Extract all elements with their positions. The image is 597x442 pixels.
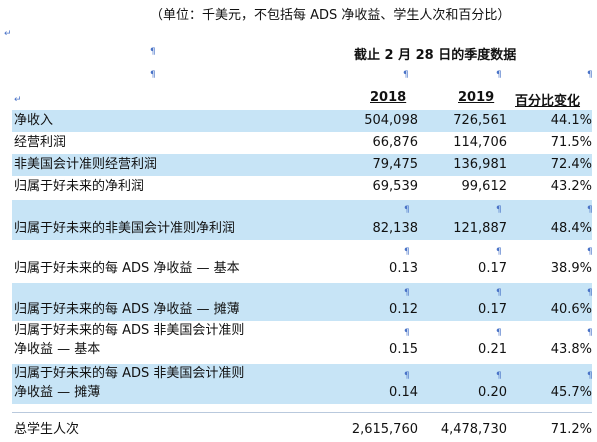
percent-change: 38.9%: [550, 261, 592, 276]
percent-change: 43.8%: [550, 342, 592, 357]
value-2018: 504,098: [364, 113, 418, 128]
value-2018: 0.14: [389, 385, 418, 400]
value-2018: 66,876: [372, 135, 419, 150]
value-2018: 0.15: [389, 342, 418, 357]
percent-change: 45.7%: [550, 385, 592, 400]
table-row: ¶ ¶ ¶ 归属于好未来的每 ADS 净收益 — 基本 0.13 0.17 38…: [12, 242, 593, 280]
anchor-mark-icon: ¶: [496, 371, 502, 381]
table-row: 非美国会计准则经营利润 79,475 136,981 72.4%: [12, 154, 592, 176]
anchor-mark-icon: ¶: [404, 371, 410, 381]
value-2019: 0.17: [478, 302, 507, 317]
anchor-mark-icon: ¶: [587, 328, 593, 338]
anchor-mark-icon: ¶: [150, 47, 156, 57]
anchor-mark-icon: ¶: [587, 205, 593, 215]
row-label: 经营利润: [14, 135, 67, 150]
value-2019: 726,561: [453, 113, 507, 128]
row-label: 归属于好未来的每 ADS 净收益 — 基本: [14, 261, 240, 276]
value-2019: 99,612: [461, 179, 508, 194]
value-2018: 82,138: [372, 221, 419, 236]
column-header-percent-change: 百分比变化: [515, 94, 581, 109]
table-row: ¶ ¶ ¶ 归属于好未来的非美国会计准则净利润 82,138 121,887 4…: [12, 200, 593, 240]
anchor-mark-icon: ¶: [404, 205, 410, 215]
anchor-mark-icon: ¶: [587, 371, 593, 381]
anchor-mark-icon: ¶: [150, 70, 156, 80]
table-row: ¶ ¶ ¶ 归属于好未来的每 ADS 非美国会计准则 净收益 — 基本 0.15…: [12, 321, 593, 361]
value-2018: 0.12: [389, 302, 418, 317]
anchor-mark-icon: ¶: [496, 288, 502, 298]
anchor-mark-icon: ¶: [587, 288, 593, 298]
row-label: 非美国会计准则经营利润: [14, 157, 158, 172]
row-label-line1: 归属于好未来的每 ADS 非美国会计准则: [14, 366, 245, 381]
column-header-2018: 2018: [370, 90, 407, 105]
value-2018: 2,615,760: [351, 422, 418, 437]
percent-change: 44.1%: [550, 113, 592, 128]
value-2019: 0.20: [478, 385, 507, 400]
anchor-mark-icon: ¶: [496, 328, 502, 338]
value-2018: 79,475: [372, 157, 419, 172]
row-label-line2: 净收益 — 基本: [14, 342, 101, 357]
anchor-mark-icon: ¶: [496, 70, 502, 80]
anchor-mark-icon: ¶: [404, 288, 410, 298]
value-2019: 0.17: [478, 261, 507, 276]
table-row: ¶ ¶ ¶ 归属于好未来的每 ADS 净收益 — 摊薄 0.12 0.17 40…: [12, 283, 593, 321]
value-2019: 136,981: [453, 157, 507, 172]
table-row: ¶ ¶ ¶ 归属于好未来的每 ADS 非美国会计准则 净收益 — 摊薄 0.14…: [12, 364, 593, 404]
row-label: 归属于好未来的每 ADS 净收益 — 摊薄: [14, 302, 240, 317]
anchor-mark-icon: ¶: [587, 247, 593, 257]
paragraph-mark-icon: ↵: [4, 29, 12, 39]
value-2019: 0.21: [478, 342, 507, 357]
percent-change: 71.2%: [550, 422, 592, 437]
percent-change: 40.6%: [550, 302, 592, 317]
anchor-mark-icon: ¶: [404, 247, 410, 257]
row-label: 总学生人次: [14, 422, 80, 437]
anchor-mark-icon: ¶: [496, 205, 502, 215]
anchor-mark-icon: ¶: [404, 328, 410, 338]
value-2019: 4,478,730: [440, 422, 507, 437]
row-label-line2: 净收益 — 摊薄: [14, 385, 101, 400]
unit-note: （单位：千美元，不包括每 ADS 净收益、学生人次和百分比）: [150, 8, 511, 23]
table-row: 净收入 504,098 726,561 44.1%: [12, 110, 592, 132]
percent-change: 43.2%: [550, 179, 592, 194]
value-2019: 121,887: [453, 221, 507, 236]
anchor-mark-icon: ¶: [587, 70, 593, 80]
row-label: 归属于好未来的非美国会计准则净利润: [14, 221, 236, 236]
value-2018: 69,539: [372, 179, 419, 194]
table-row: 总学生人次 2,615,760 4,478,730 71.2%: [12, 412, 592, 441]
table-row: 归属于好未来的净利润 69,539 99,612 43.2%: [12, 176, 592, 198]
row-label: 净收入: [14, 113, 54, 128]
value-2018: 0.13: [389, 261, 418, 276]
paragraph-mark-icon: ↵: [14, 95, 22, 105]
table-row: 经营利润 66,876 114,706 71.5%: [12, 132, 592, 154]
anchor-mark-icon: ¶: [403, 70, 409, 80]
value-2019: 114,706: [453, 135, 507, 150]
row-label-line1: 归属于好未来的每 ADS 非美国会计准则: [14, 323, 245, 338]
column-header-2019: 2019: [458, 90, 495, 105]
anchor-mark-icon: ¶: [496, 247, 502, 257]
percent-change: 72.4%: [550, 157, 592, 172]
row-label: 归属于好未来的净利润: [14, 179, 145, 194]
percent-change: 48.4%: [550, 221, 592, 236]
percent-change: 71.5%: [550, 135, 592, 150]
period-header: 截止 2 月 28 日的季度数据: [354, 48, 517, 63]
